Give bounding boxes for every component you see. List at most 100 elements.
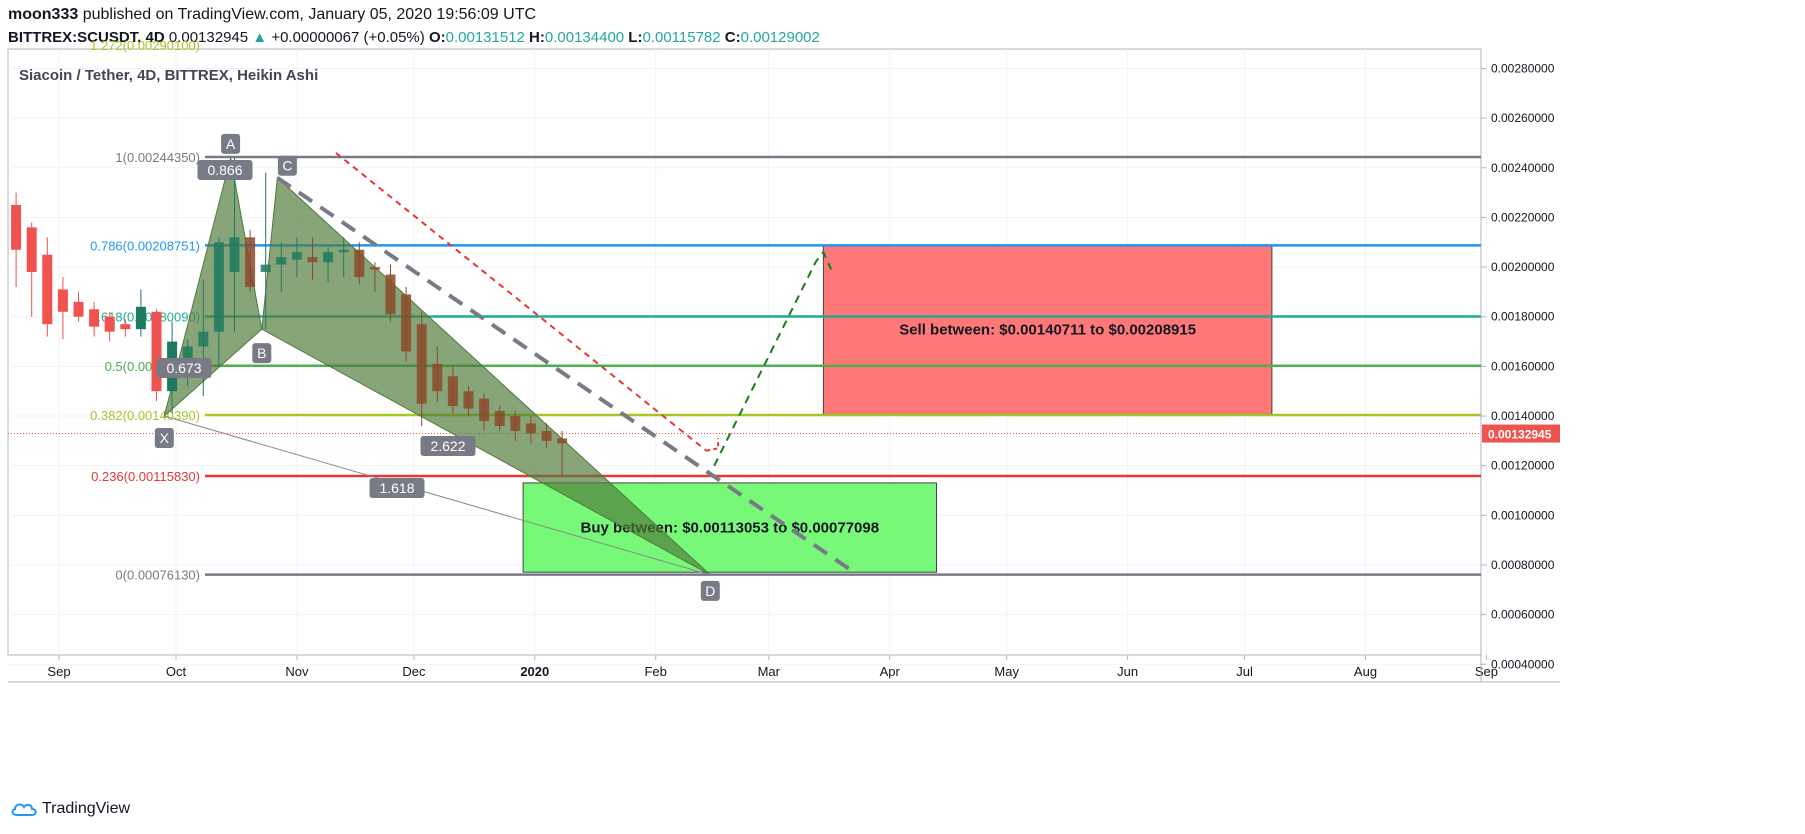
candle — [73, 291, 84, 322]
candle — [416, 311, 427, 426]
point-label-x[interactable]: X — [154, 428, 174, 449]
chart-title: Siacoin / Tether, 4D, BITTREX, Heikin As… — [19, 67, 319, 84]
publish-text: published on TradingView.com, January 05… — [78, 6, 537, 23]
candle — [354, 242, 365, 285]
y-tick-label: 0.00200000 — [1491, 260, 1555, 274]
x-tick-label: May — [994, 664, 1019, 679]
ratio-label-bd-text: 2.622 — [430, 438, 465, 454]
gray-dashed-trendline[interactable] — [276, 176, 852, 572]
point-label-d[interactable]: D — [700, 580, 720, 601]
x-tick-label: Oct — [166, 664, 187, 679]
y-tick-label: 0.00100000 — [1491, 508, 1555, 522]
candle-body — [369, 267, 380, 270]
candle — [307, 237, 318, 280]
ratio-label-xb-text: 0.866 — [207, 162, 242, 178]
ratio-label-xd[interactable]: 1.618 — [369, 478, 425, 498]
fib-level-label-partial: 1.272(0.00290100) — [90, 38, 200, 53]
x-tick-label: Dec — [402, 664, 426, 679]
candle — [213, 237, 224, 367]
candle-body — [198, 331, 209, 347]
point-label-b-bg — [252, 343, 272, 364]
candle — [432, 346, 443, 402]
change-arrow-icon: ▲ — [252, 29, 268, 46]
candle-body — [557, 438, 568, 444]
candle-body — [479, 398, 490, 421]
fib-level-label: 0.236(0.00115830) — [91, 469, 200, 484]
candle-body — [120, 324, 131, 330]
y-tick-label: 0.00120000 — [1491, 459, 1555, 473]
candle — [151, 309, 162, 402]
candle — [463, 386, 474, 417]
tradingview-cloud-icon — [11, 803, 37, 816]
candle-body — [291, 252, 302, 260]
candle-body — [432, 363, 443, 392]
point-label-b[interactable]: B — [252, 343, 272, 364]
x-tick-label: Feb — [644, 664, 666, 679]
candle — [89, 301, 100, 337]
point-label-a[interactable]: A — [221, 133, 241, 154]
y-axis-labels: 0.00280000 0.00260000 0.00240000 0.00220000… — [1481, 62, 1555, 671]
ratio-label-ac-text: 0.673 — [166, 360, 201, 376]
candle — [323, 247, 334, 282]
x-tick-label: Sep — [47, 664, 70, 679]
candle-body — [151, 311, 162, 392]
y-tick-label: 0.00260000 — [1491, 111, 1555, 125]
projection-path[interactable] — [713, 250, 833, 467]
red-dashed-marker — [706, 438, 720, 452]
point-label-a-text: A — [226, 136, 236, 152]
candle-body — [182, 346, 193, 367]
candle — [338, 237, 349, 278]
point-label-d-bg — [700, 580, 720, 601]
x-tick-label: Apr — [880, 664, 901, 679]
x-tick-label: Mar — [758, 664, 781, 679]
y-tick-label: 0.00220000 — [1491, 210, 1555, 224]
x-tick-label: Nov — [285, 664, 309, 679]
low-label: L: — [628, 29, 643, 46]
point-label-a-bg — [221, 133, 241, 154]
candle-body — [245, 237, 256, 287]
y-tick-label: 0.00280000 — [1491, 62, 1555, 76]
candle-body — [401, 294, 412, 352]
candle-body — [11, 205, 22, 250]
symbol-name: BITTREX:SCUSDT, 4D — [8, 29, 165, 46]
high-label: H: — [529, 29, 545, 46]
fib-level-label: 0.786(0.00208751) — [90, 238, 200, 253]
ratio-label-bd[interactable]: 2.622 — [420, 436, 476, 456]
candle-body — [229, 237, 240, 273]
candle — [135, 289, 146, 337]
candle — [541, 423, 552, 449]
candle-body — [416, 324, 427, 404]
point-label-c[interactable]: C — [277, 155, 297, 176]
candle — [479, 393, 490, 431]
fib-level-label: 1(0.00244350) — [115, 150, 200, 165]
y-tick-label: 0.00180000 — [1491, 310, 1555, 324]
current-price-label: 0.00132945 — [1488, 428, 1552, 442]
ratio-label-ac-bg — [156, 358, 212, 378]
y-tick-label: 0.00040000 — [1491, 657, 1555, 671]
x-tick-label: Jun — [1117, 664, 1138, 679]
candle — [120, 319, 131, 337]
candle-body — [26, 227, 37, 273]
low-value: 0.00115782 — [642, 29, 721, 46]
red-dashed-trendline[interactable] — [335, 152, 708, 452]
ratio-label-ac[interactable]: 0.673 — [156, 358, 212, 378]
tradingview-brand[interactable]: TradingView — [10, 800, 130, 818]
price-change: +0.00000067 (+0.05%) — [271, 29, 425, 46]
fib-level-label: 0(0.00076130) — [115, 568, 200, 583]
candle-body — [323, 252, 334, 263]
candle-body — [104, 316, 115, 332]
x-tick-label: Aug — [1354, 664, 1377, 679]
ratio-label-xb[interactable]: 0.866 — [197, 160, 253, 180]
sell-zone-box[interactable] — [822, 244, 1273, 415]
candle — [385, 264, 396, 322]
candle-body — [510, 416, 521, 431]
candle — [291, 237, 302, 278]
author-name[interactable]: moon333 — [8, 6, 79, 23]
candle-body — [57, 289, 68, 312]
sell-zone[interactable]: Sell between: $0.00140711 to $0.00208915 — [822, 244, 1273, 415]
candle-body — [541, 430, 552, 441]
candle — [494, 406, 505, 431]
candle-body — [260, 264, 271, 273]
pattern-triangle-bcd[interactable] — [261, 176, 711, 576]
